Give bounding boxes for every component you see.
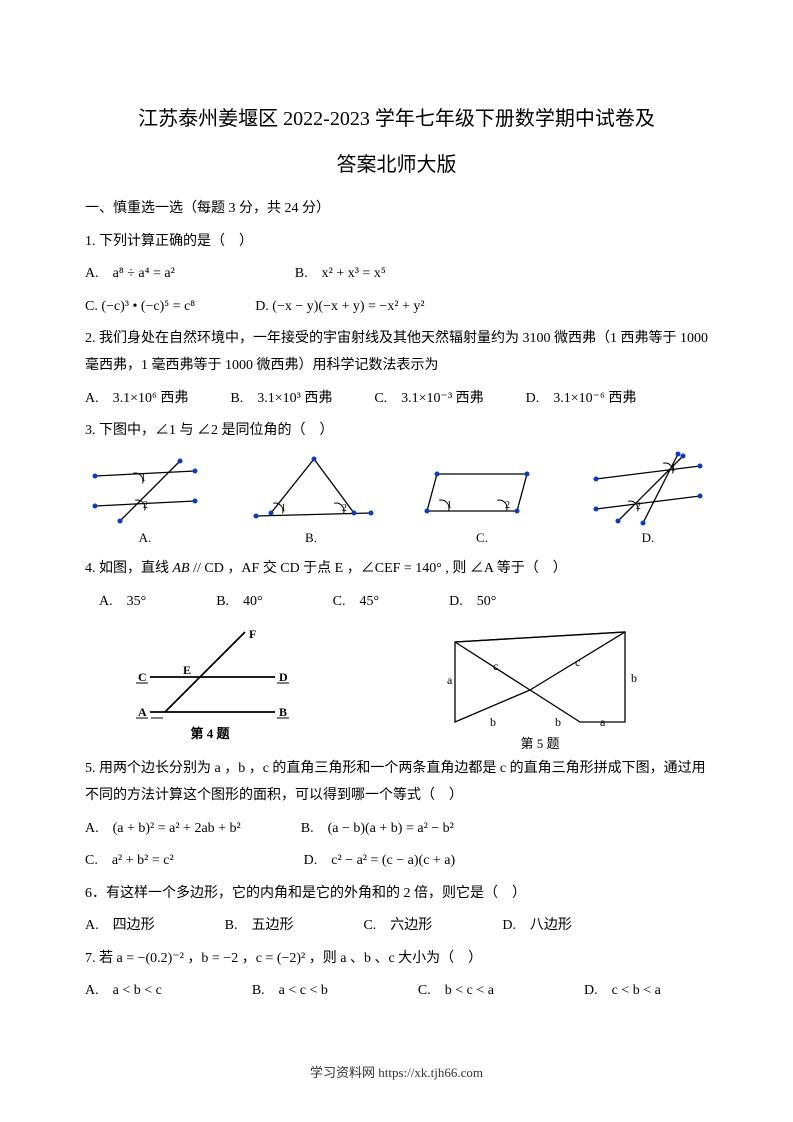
q3-figure-a: 12 — [85, 456, 205, 526]
svg-text:1: 1 — [447, 500, 452, 511]
q5-figure-label: 第 5 题 — [435, 732, 645, 757]
q2-opt-b: B. 3.1×10³ 西弗 — [230, 386, 332, 413]
q1-opt-d: D. (−x − y)(−x + y) = −x² + y² — [255, 294, 424, 321]
q3-label-b: B. — [246, 526, 376, 551]
svg-text:1: 1 — [281, 503, 286, 514]
page-title: 江苏泰州姜堰区 2022-2023 学年七年级下册数学期中试卷及 — [85, 100, 708, 138]
q3-label-d: D. — [588, 526, 708, 551]
q3-diag-a: 12 A. — [85, 456, 205, 551]
q4-options: A. 35° B. 40° C. 45° D. 50° — [99, 589, 708, 616]
q6-opt-a: A. 四边形 — [85, 913, 155, 940]
q3-figure-c: 12 — [417, 456, 547, 526]
q3-diag-c: 12 C. — [417, 456, 547, 551]
page-footer: 学习资料网 https://xk.tjh66.com — [0, 1061, 793, 1086]
svg-text:2: 2 — [143, 500, 148, 511]
q4-opt-a: A. 35° — [99, 589, 146, 616]
q1-opt-b: B. x² + x³ = x⁵ — [295, 261, 386, 288]
q4-opt-d: D. 50° — [449, 589, 496, 616]
q6-options: A. 四边形 B. 五边形 C. 六边形 D. 八边形 — [85, 913, 708, 940]
q3-stem: 3. 下图中，∠1 与 ∠2 是同位角的（ ） — [85, 418, 708, 445]
q3-diag-d: 12 D. — [588, 451, 708, 551]
svg-text:c: c — [575, 655, 580, 669]
q7-opt-d: D. c < b < a — [584, 978, 661, 1005]
q3-label-a: A. — [85, 526, 205, 551]
svg-text:C: C — [138, 670, 147, 684]
page-subtitle: 答案北师大版 — [85, 146, 708, 184]
q4-stem-mid: // CD ，AF 交 CD 于点 E ，∠CEF = 140° , 则 ∠A … — [190, 561, 567, 576]
q6-opt-b: B. 五边形 — [225, 913, 294, 940]
q3-figure-b: 12 — [246, 451, 376, 526]
q5-options-row1: A. (a + b)² = a² + 2ab + b² B. (a − b)(a… — [85, 816, 708, 843]
q4-q5-figures: C D A B F E 第 4 题 a b b a b c c 第 5 题 — [85, 622, 708, 757]
q4-opt-b: B. 40° — [216, 589, 262, 616]
svg-text:D: D — [279, 670, 288, 684]
q4-stem: 4. 如图，直线 AB // CD ，AF 交 CD 于点 E ，∠CEF = … — [85, 556, 708, 583]
svg-text:2: 2 — [342, 503, 347, 514]
q4-figure-label: 第 4 题 — [125, 722, 295, 747]
q4-opt-c: C. 45° — [333, 589, 379, 616]
q5-figure: a b b a b c c — [435, 622, 645, 732]
q6-opt-c: C. 六边形 — [363, 913, 432, 940]
q1-options-row1: A. a⁸ ÷ a⁴ = a² B. x² + x³ = x⁵ — [85, 261, 708, 288]
q7-opt-a: A. a < b < c — [85, 978, 162, 1005]
q3-label-c: C. — [417, 526, 547, 551]
q2-opt-d: D. 3.1×10⁻⁶ 西弗 — [526, 386, 637, 413]
q1-options-row2: C. (−c)³ • (−c)⁵ = c⁸ D. (−x − y)(−x + y… — [85, 294, 708, 321]
svg-text:b: b — [555, 715, 561, 729]
q2-stem: 2. 我们身处在自然环境中，一年接受的宇宙射线及其他天然辐射量约为 3100 微… — [85, 326, 708, 379]
q1-opt-a: A. a⁸ ÷ a⁴ = a² — [85, 261, 175, 288]
q6-stem: 6．有这样一个多边形，它的内角和是它的外角和的 2 倍，则它是（ ） — [85, 881, 708, 908]
svg-text:b: b — [631, 671, 637, 685]
svg-text:1: 1 — [141, 473, 146, 484]
q7-stem: 7. 若 a = −(0.2)⁻² ，b = −2 ，c = (−2)² ，则 … — [85, 946, 708, 973]
svg-text:a: a — [600, 715, 606, 729]
svg-text:1: 1 — [671, 463, 676, 474]
svg-text:a: a — [447, 673, 453, 687]
q7-options: A. a < b < c B. a < c < b C. b < c < a D… — [85, 978, 708, 1005]
svg-text:2: 2 — [636, 501, 641, 512]
svg-text:2: 2 — [505, 500, 510, 511]
q4-figure: C D A B F E — [125, 622, 295, 722]
q1-stem: 1. 下列计算正确的是（ ） — [85, 229, 708, 256]
q4-figure-wrap: C D A B F E 第 4 题 — [125, 622, 295, 747]
q7-opt-b: B. a < c < b — [252, 978, 328, 1005]
section-heading: 一、慎重选一选（每题 3 分，共 24 分） — [85, 196, 708, 223]
svg-text:b: b — [490, 715, 496, 729]
svg-text:F: F — [249, 627, 256, 641]
q3-diagrams: 12 A. 12 B. 12 C. 12 D. — [85, 451, 708, 551]
svg-text:A: A — [138, 705, 147, 719]
q7-opt-c: C. b < c < a — [418, 978, 494, 1005]
svg-text:c: c — [493, 659, 498, 673]
q5-stem: 5. 用两个边长分别为 a ，b ，c 的直角三角形和一个两条直角边都是 c 的… — [85, 756, 708, 809]
svg-text:B: B — [279, 705, 287, 719]
q3-figure-d: 12 — [588, 451, 708, 526]
q4-stem-prefix: 4. 如图，直线 — [85, 561, 173, 576]
svg-text:E: E — [183, 663, 191, 677]
q2-opt-c: C. 3.1×10⁻³ 西弗 — [374, 386, 483, 413]
q2-options: A. 3.1×10⁶ 西弗 B. 3.1×10³ 西弗 C. 3.1×10⁻³ … — [85, 386, 708, 413]
q5-figure-wrap: a b b a b c c 第 5 题 — [435, 622, 645, 757]
q5-opt-b: B. (a − b)(a + b) = a² − b² — [301, 816, 454, 843]
q4-ab: AB — [173, 561, 190, 576]
q5-options-row2: C. a² + b² = c² D. c² − a² = (c − a)(c +… — [85, 848, 708, 875]
q5-opt-c: C. a² + b² = c² — [85, 848, 174, 875]
q5-opt-a: A. (a + b)² = a² + 2ab + b² — [85, 816, 241, 843]
q2-opt-a: A. 3.1×10⁶ 西弗 — [85, 386, 188, 413]
q3-diag-b: 12 B. — [246, 451, 376, 551]
q1-opt-c: C. (−c)³ • (−c)⁵ = c⁸ — [85, 294, 195, 321]
q6-opt-d: D. 八边形 — [502, 913, 572, 940]
q5-opt-d: D. c² − a² = (c − a)(c + a) — [304, 848, 456, 875]
